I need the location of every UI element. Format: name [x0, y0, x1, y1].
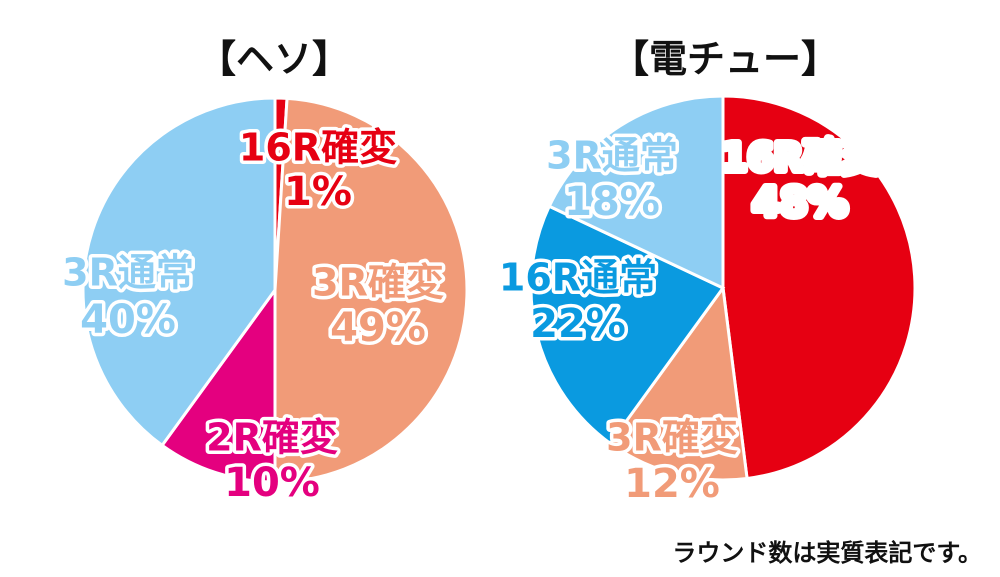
slice-percent-label: 1% [284, 169, 352, 215]
pie-slice [160, 285, 277, 484]
slice-label: 3R通常 [546, 134, 678, 178]
pie-slice [608, 284, 749, 482]
slice-label: 16R通常 [499, 256, 657, 300]
slice-percent-label: 48% [752, 180, 848, 226]
slice-label: 16R確変 [721, 136, 879, 180]
pie-slice [721, 94, 917, 481]
slice-percent-label: 49% [330, 305, 426, 351]
chart-title-denchu: 【電チュー】 [610, 37, 839, 81]
pie-slice [81, 96, 277, 448]
slice-percent-label: 10% [224, 460, 320, 506]
slice-percent-label: 18% [564, 179, 660, 225]
pie-slice [547, 94, 725, 291]
slice-percent-label: 12% [624, 461, 720, 507]
slice-label: 2R確変 [206, 416, 338, 460]
chart-title-heso: 【ヘソ】 [197, 37, 350, 81]
slice-label: 3R通常 [62, 251, 194, 295]
slice-percent-label: 40% [80, 297, 176, 343]
footnote: ラウンド数は実質表記です。 [672, 539, 982, 567]
slice-label: 3R確変 [606, 416, 738, 460]
slice-percent-label: 22% [530, 301, 626, 347]
slice-label: 16R確変 [239, 126, 397, 170]
slice-label: 3R確変 [312, 261, 444, 305]
pie-slice [273, 96, 469, 484]
